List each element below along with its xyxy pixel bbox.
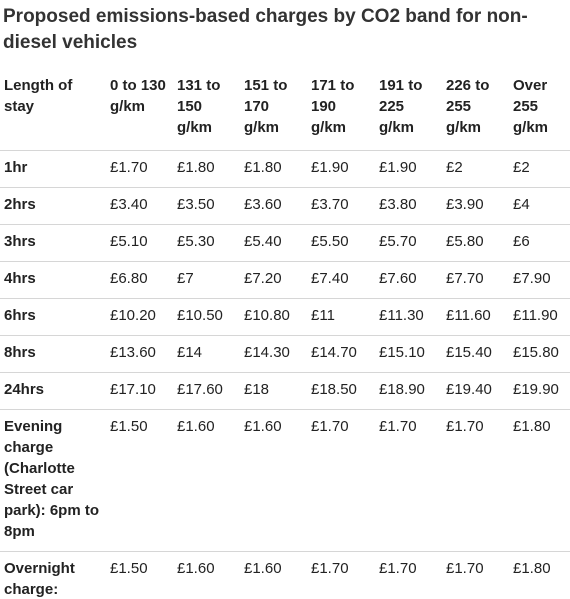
- table-row: Evening charge (Charlotte Street car par…: [0, 409, 570, 552]
- header-band-131-150: 131 to 150 g/km: [171, 72, 238, 151]
- table-row: 6hrs £10.20 £10.50 £10.80 £11 £11.30 £11.60 £11…: [0, 298, 570, 336]
- table-title: Proposed emissions-based charges by CO2 …: [3, 6, 528, 53]
- header-length-of-stay: Length of stay: [0, 72, 104, 151]
- charge-cell: £5.80: [440, 224, 507, 262]
- charge-cell: £1.80: [507, 409, 570, 552]
- header-band-151-170: 151 to 170 g/km: [238, 72, 305, 151]
- row-label: Evening charge (Charlotte Street car par…: [0, 409, 104, 552]
- charge-cell: £4: [507, 187, 570, 225]
- charge-cell: £7: [171, 261, 238, 299]
- row-label: 6hrs: [0, 298, 104, 336]
- charge-cell: £1.70: [373, 409, 440, 552]
- charge-cell: £2: [507, 150, 570, 188]
- row-label: 4hrs: [0, 261, 104, 299]
- charge-cell: £6.80: [104, 261, 171, 299]
- charge-cell: £7.40: [305, 261, 373, 299]
- charge-cell: £15.10: [373, 335, 440, 373]
- row-label: 8hrs: [0, 335, 104, 373]
- row-label: 3hrs: [0, 224, 104, 262]
- charge-cell: £1.60: [238, 551, 305, 599]
- charge-cell: £7.70: [440, 261, 507, 299]
- charge-cell: £10.80: [238, 298, 305, 336]
- charge-cell: £14.70: [305, 335, 373, 373]
- table-row: 24hrs £17.10 £17.60 £18 £18.50 £18.90 £19.40 £1…: [0, 372, 570, 410]
- charge-cell: £5.40: [238, 224, 305, 262]
- table-row: 3hrs £5.10 £5.30 £5.40 £5.50 £5.70 £5.80 £6: [0, 224, 570, 262]
- charge-cell: £14: [171, 335, 238, 373]
- charge-cell: £1.50: [104, 551, 171, 599]
- charge-cell: £3.90: [440, 187, 507, 225]
- charge-cell: £1.70: [373, 551, 440, 599]
- charge-cell: £7.60: [373, 261, 440, 299]
- charge-cell: £17.10: [104, 372, 171, 410]
- charge-cell: £2: [440, 150, 507, 188]
- row-label: 24hrs: [0, 372, 104, 410]
- header-band-over-255: Over 255 g/km: [507, 72, 570, 151]
- charge-cell: £1.70: [305, 551, 373, 599]
- charge-cell: £3.70: [305, 187, 373, 225]
- charge-cell: £10.50: [171, 298, 238, 336]
- charge-cell: £1.60: [238, 409, 305, 552]
- charge-cell: £1.80: [171, 150, 238, 188]
- charge-cell: £5.70: [373, 224, 440, 262]
- charge-cell: £1.70: [305, 409, 373, 552]
- charges-table: Length of stay 0 to 130 g/km 131 to 150 …: [0, 72, 570, 599]
- header-band-226-255: 226 to 255 g/km: [440, 72, 507, 151]
- charge-cell: £1.70: [440, 409, 507, 552]
- charge-cell: £11.30: [373, 298, 440, 336]
- charge-cell: £1.60: [171, 551, 238, 599]
- charge-cell: £13.60: [104, 335, 171, 373]
- charge-cell: £1.60: [171, 409, 238, 552]
- charge-cell: £1.80: [507, 551, 570, 599]
- charge-cell: £7.20: [238, 261, 305, 299]
- charge-cell: £5.10: [104, 224, 171, 262]
- charge-cell: £15.80: [507, 335, 570, 373]
- charge-cell: £10.20: [104, 298, 171, 336]
- header-band-0-130: 0 to 130 g/km: [104, 72, 171, 151]
- charge-cell: £7.90: [507, 261, 570, 299]
- charge-cell: £3.60: [238, 187, 305, 225]
- charge-cell: £18.90: [373, 372, 440, 410]
- charge-cell: £1.70: [104, 150, 171, 188]
- row-label: 2hrs: [0, 187, 104, 225]
- charge-cell: £18: [238, 372, 305, 410]
- charge-cell: £5.30: [171, 224, 238, 262]
- charge-cell: £19.40: [440, 372, 507, 410]
- charge-cell: £1.90: [373, 150, 440, 188]
- charge-cell: £15.40: [440, 335, 507, 373]
- charge-cell: £3.40: [104, 187, 171, 225]
- header-band-191-225: 191 to 225 g/km: [373, 72, 440, 151]
- charge-cell: £1.80: [238, 150, 305, 188]
- charge-cell: £3.50: [171, 187, 238, 225]
- charge-cell: £3.80: [373, 187, 440, 225]
- charge-cell: £1.70: [440, 551, 507, 599]
- header-band-171-190: 171 to 190 g/km: [305, 72, 373, 151]
- row-label: 1hr: [0, 150, 104, 188]
- charge-cell: £17.60: [171, 372, 238, 410]
- table-row: Overnight charge: £1.50 £1.60 £1.60 £1.70 £1.…: [0, 551, 570, 599]
- charge-cell: £19.90: [507, 372, 570, 410]
- charge-cell: £6: [507, 224, 570, 262]
- charge-cell: £11.90: [507, 298, 570, 336]
- table-row: 1hr £1.70 £1.80 £1.80 £1.90 £1.90 £2 £2: [0, 150, 570, 188]
- table-row: 2hrs £3.40 £3.50 £3.60 £3.70 £3.80 £3.90 £4: [0, 187, 570, 225]
- charge-cell: £14.30: [238, 335, 305, 373]
- table-row: 8hrs £13.60 £14 £14.30 £14.70 £15.10 £15.40 £15…: [0, 335, 570, 373]
- charge-cell: £11: [305, 298, 373, 336]
- table-row: 4hrs £6.80 £7 £7.20 £7.40 £7.60 £7.70 £7.90: [0, 261, 570, 299]
- charge-cell: £1.90: [305, 150, 373, 188]
- charge-cell: £5.50: [305, 224, 373, 262]
- charge-cell: £18.50: [305, 372, 373, 410]
- row-label: Overnight charge:: [0, 551, 104, 599]
- charge-cell: £11.60: [440, 298, 507, 336]
- header-row: Length of stay 0 to 130 g/km 131 to 150 …: [0, 72, 570, 151]
- charge-cell: £1.50: [104, 409, 171, 552]
